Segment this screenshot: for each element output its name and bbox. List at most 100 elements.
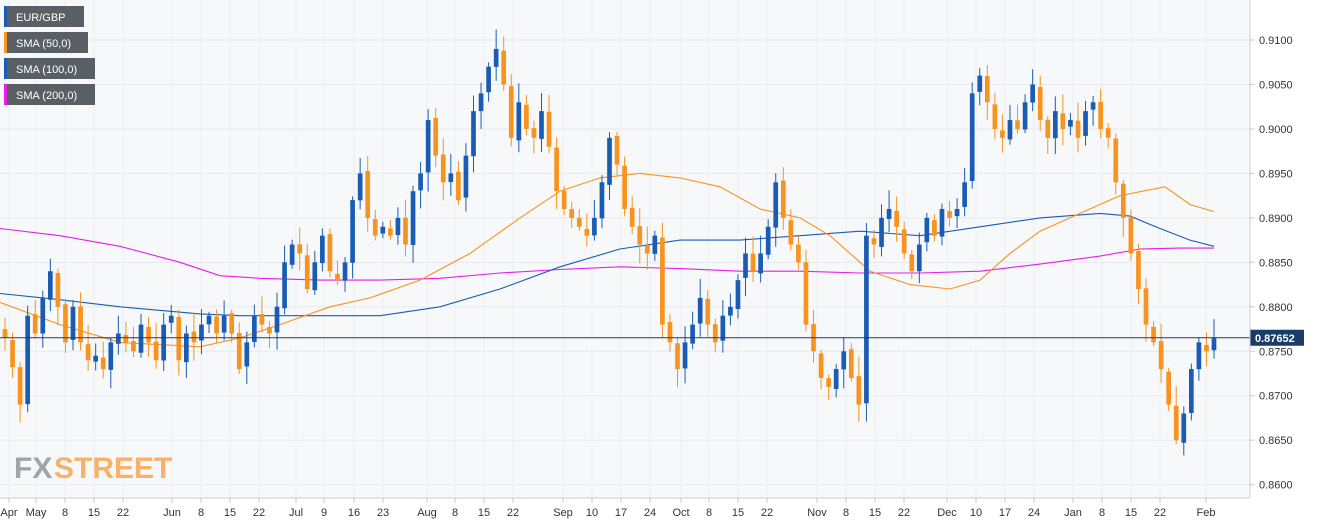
x-tick-label: 23 bbox=[377, 507, 389, 519]
candle-body bbox=[705, 298, 711, 325]
candle bbox=[667, 314, 673, 352]
candle-body bbox=[909, 254, 915, 272]
candle-body bbox=[1022, 102, 1028, 130]
candle-body bbox=[1173, 405, 1179, 441]
candle bbox=[410, 185, 416, 263]
price-layer: 0.87652 bbox=[0, 329, 1304, 346]
candle-body bbox=[1000, 130, 1005, 138]
candle bbox=[297, 227, 303, 271]
y-axis-ticks: 0.9100 0.9050 0.9000 0.8950 0.8900 0.8850 0.88… bbox=[1250, 35, 1293, 492]
candle bbox=[388, 220, 393, 240]
candle-body bbox=[524, 104, 529, 129]
candle bbox=[440, 138, 446, 201]
y-tick-label: 0.9050 bbox=[1259, 79, 1293, 91]
candle bbox=[335, 260, 340, 286]
candle-body bbox=[735, 280, 741, 310]
last-price-label: 0.87652 bbox=[1255, 333, 1295, 345]
legend-item-background bbox=[4, 6, 84, 27]
candle-body bbox=[478, 93, 484, 112]
candle bbox=[357, 158, 363, 210]
candle bbox=[320, 228, 325, 272]
candle bbox=[448, 154, 454, 196]
candle bbox=[425, 109, 431, 192]
candle bbox=[47, 258, 53, 312]
candle bbox=[63, 298, 68, 354]
candle bbox=[856, 356, 862, 422]
candle bbox=[1105, 123, 1111, 149]
candle bbox=[576, 208, 582, 231]
x-tick-label: 24 bbox=[644, 507, 656, 519]
candle bbox=[1113, 133, 1119, 195]
x-tick-label: Dec bbox=[937, 507, 957, 519]
candle bbox=[93, 343, 99, 371]
candle bbox=[493, 29, 499, 81]
candle-body bbox=[614, 135, 620, 165]
x-tick-label: 16 bbox=[348, 507, 360, 519]
x-tick-label: 8 bbox=[1099, 507, 1105, 519]
candle-body bbox=[259, 314, 265, 325]
candle bbox=[1188, 363, 1194, 421]
candle-body bbox=[1113, 138, 1119, 183]
candle bbox=[372, 209, 378, 241]
candle-body bbox=[191, 331, 197, 343]
candle-body bbox=[652, 235, 658, 254]
candle-body bbox=[592, 217, 597, 236]
candle-body bbox=[1204, 344, 1209, 352]
candle bbox=[433, 107, 439, 168]
candle bbox=[471, 95, 476, 173]
candle bbox=[131, 326, 136, 358]
fxstreet-watermark: FX STREET bbox=[14, 452, 172, 485]
candle-body bbox=[682, 342, 688, 369]
candle-body bbox=[320, 235, 325, 264]
candle-body bbox=[418, 173, 423, 191]
candle bbox=[17, 362, 23, 423]
x-tick-label: 17 bbox=[999, 507, 1011, 519]
candle-body bbox=[244, 342, 250, 367]
x-tick-label: 10 bbox=[586, 507, 598, 519]
candle-body bbox=[516, 102, 522, 141]
x-tick-label: Jul bbox=[289, 507, 303, 519]
candle bbox=[569, 201, 575, 228]
x-tick-label: 22 bbox=[117, 507, 129, 519]
candle bbox=[1060, 94, 1066, 146]
candle-body bbox=[1166, 371, 1172, 405]
fxstreet-logo-fx: FX bbox=[14, 452, 52, 485]
candle bbox=[350, 196, 355, 279]
candle-body bbox=[1120, 183, 1126, 218]
candle-body bbox=[1037, 86, 1043, 121]
candle bbox=[418, 161, 423, 209]
candle-body bbox=[599, 182, 605, 219]
candle-body bbox=[32, 314, 38, 334]
candle-body bbox=[720, 315, 726, 341]
legend-item-background bbox=[4, 32, 88, 53]
x-tick-label: 9 bbox=[321, 507, 327, 519]
candle-body bbox=[1136, 251, 1141, 290]
candle bbox=[773, 173, 779, 247]
candle-body bbox=[894, 210, 899, 227]
y-tick-label: 0.8600 bbox=[1259, 480, 1293, 492]
candle bbox=[1166, 367, 1172, 412]
candle-body bbox=[161, 324, 167, 361]
candle bbox=[78, 292, 83, 351]
candle bbox=[629, 196, 635, 235]
candle-body bbox=[697, 297, 703, 324]
candle-body bbox=[380, 226, 386, 234]
x-tick-label: 15 bbox=[224, 507, 236, 519]
candle-body bbox=[17, 367, 23, 405]
candle-body bbox=[297, 244, 303, 254]
candle-body bbox=[1075, 120, 1081, 138]
x-tick-label: May bbox=[26, 507, 47, 519]
candle bbox=[818, 349, 824, 390]
candle-body bbox=[312, 262, 318, 291]
candle bbox=[244, 331, 250, 384]
candle bbox=[486, 62, 491, 102]
candle bbox=[1181, 406, 1187, 456]
candle-body bbox=[939, 208, 945, 237]
candle bbox=[788, 209, 794, 251]
candle-body bbox=[206, 315, 212, 325]
candle bbox=[901, 221, 907, 259]
legend-label: SMA (100,0) bbox=[16, 64, 77, 76]
candle-body bbox=[327, 234, 333, 272]
x-tick-label: 8 bbox=[706, 507, 712, 519]
